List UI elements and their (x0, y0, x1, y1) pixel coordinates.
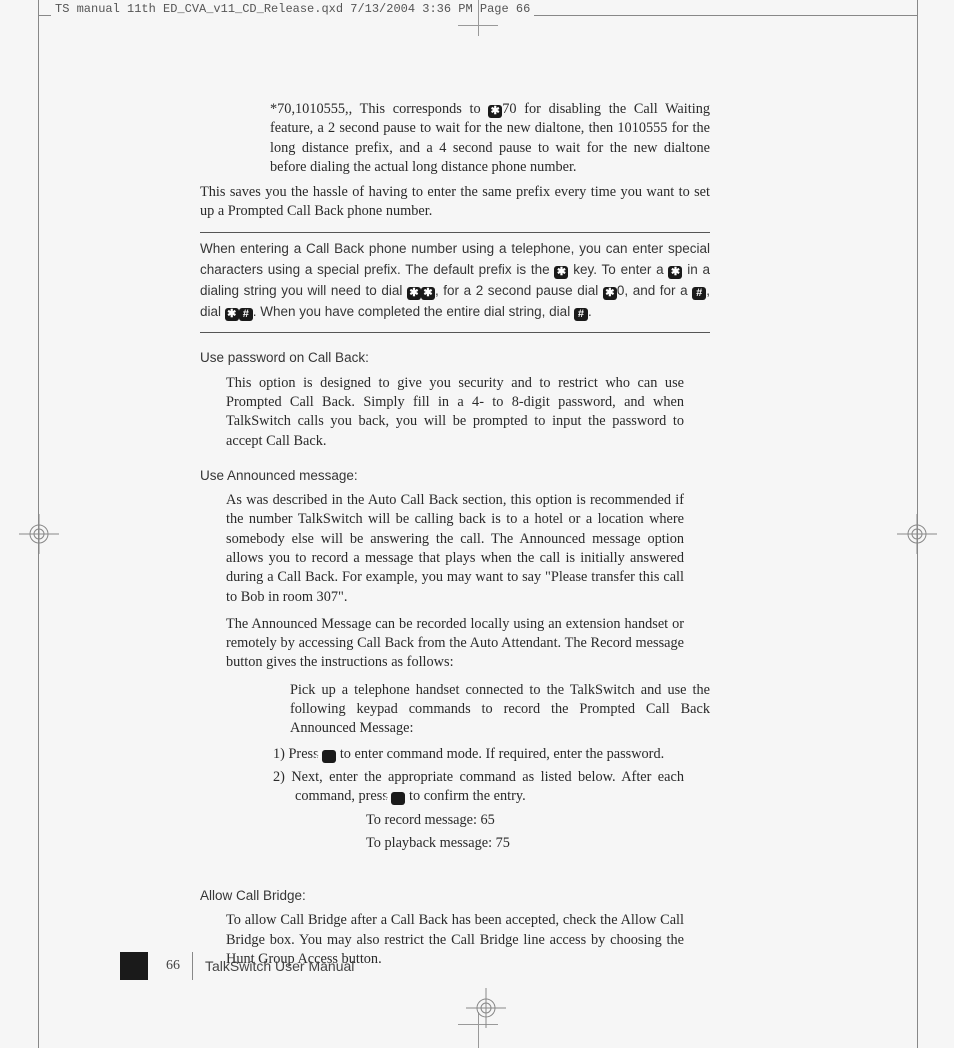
section-bridge-title: Allow Call Bridge: (200, 887, 710, 905)
crop-mark-top-v (478, 0, 479, 36)
page-footer: 66 TalkSwitch User Manual (120, 952, 354, 980)
star-key-icon: ✱ (554, 266, 568, 279)
step-2: 2) Next, enter the appropriate command a… (295, 768, 684, 807)
hash-key-icon: # (391, 792, 405, 805)
step-1: 1) Press # to enter command mode. If req… (295, 745, 684, 764)
section-announced-b1: As was described in the Auto Call Back s… (226, 491, 684, 607)
hash-key-icon: # (692, 287, 706, 300)
intro-paragraph: *70,1010555,, This corresponds to ✱70 fo… (270, 100, 710, 177)
hash-key-icon: # (322, 750, 336, 763)
star-key-icon: ✱ (488, 105, 502, 118)
note-t8: . (588, 304, 592, 319)
note-t7: . When you have completed the entire dia… (253, 304, 574, 319)
note-rule-bottom (200, 332, 710, 333)
hash-key-icon: # (574, 308, 588, 321)
registration-mark-left (19, 514, 59, 554)
section-announced-sub: Pick up a telephone handset connected to… (290, 681, 710, 739)
cmd-playback: To playback message: 75 (366, 834, 710, 853)
note-block: When entering a Call Back phone number u… (200, 239, 710, 323)
section-password-body: This option is designed to give you secu… (226, 374, 684, 451)
intro-closing: This saves you the hassle of having to e… (200, 183, 710, 222)
footer-title: TalkSwitch User Manual (205, 958, 354, 974)
note-t2: key. To enter a (568, 262, 668, 277)
hash-key-icon: # (239, 308, 253, 321)
star-key-icon: ✱ (225, 308, 239, 321)
note-t4: , for a 2 second pause dial (435, 283, 603, 298)
intro-text-a: *70,1010555,, This corresponds to (270, 101, 488, 117)
note-t5: 0, and for a (617, 283, 692, 298)
cmd-record: To record message: 65 (366, 811, 710, 830)
star-key-icon: ✱ (603, 287, 617, 300)
footer-separator (192, 952, 193, 980)
page: TS manual 11th ED_CVA_v11_CD_Release.qxd… (0, 0, 954, 1048)
page-number: 66 (166, 958, 180, 974)
step-1b: to enter command mode. If required, ente… (336, 746, 664, 762)
page-content: *70,1010555,, This corresponds to ✱70 fo… (200, 100, 710, 977)
section-announced-b2: The Announced Message can be recorded lo… (226, 615, 684, 673)
crop-mark-top-h (458, 25, 498, 26)
step-2b: to confirm the entry. (405, 788, 525, 804)
registration-mark-bottom (466, 988, 506, 1028)
print-header: TS manual 11th ED_CVA_v11_CD_Release.qxd… (51, 0, 534, 18)
section-password-title: Use password on Call Back: (200, 349, 710, 367)
star-key-icon: ✱ (407, 287, 421, 300)
star-key-icon: ✱ (668, 266, 682, 279)
note-rule-top (200, 232, 710, 233)
star-key-icon: ✱ (421, 287, 435, 300)
registration-mark-right (897, 514, 937, 554)
footer-block-icon (120, 952, 148, 980)
section-announced-title: Use Announced message: (200, 467, 710, 485)
